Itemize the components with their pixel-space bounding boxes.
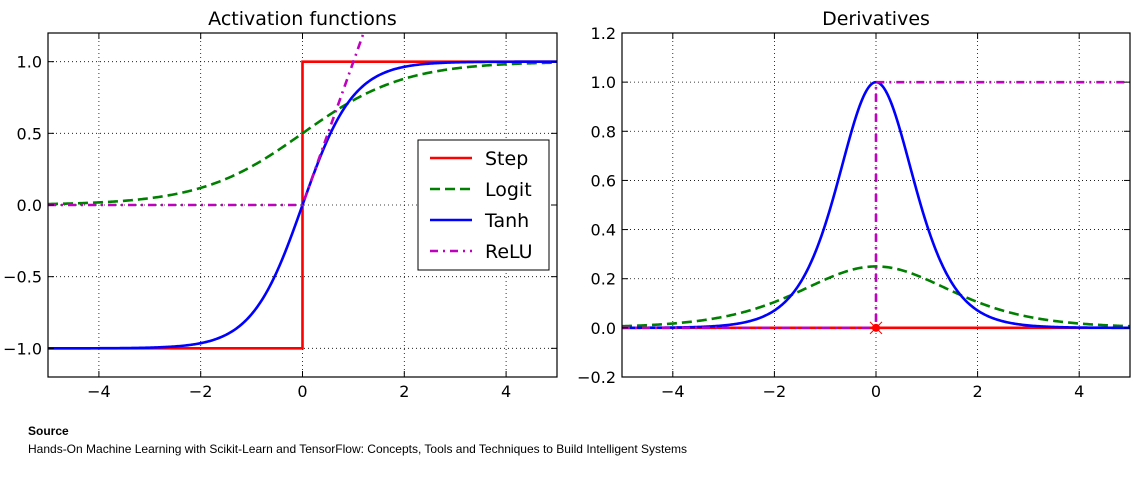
x-tick-label: −2 (189, 382, 213, 401)
y-tick-label: 0.5 (17, 124, 42, 143)
series-line-logit (622, 265, 1130, 328)
panel-1: −4 −2 0 2 4 −1.0 −0.5 0.0 0.5 1.0 Activation funct… (3, 8, 558, 401)
x-tick-label: 4 (1074, 382, 1084, 401)
y-tick-label: 1.0 (17, 53, 42, 72)
origin-marker-cross (869, 321, 883, 335)
y-tick-label: −0.2 (577, 368, 616, 387)
source-note: Source Hands-On Machine Learning with Sc… (28, 422, 1118, 458)
x-tick-label: 2 (399, 382, 409, 401)
chart-title: Derivatives (822, 8, 930, 30)
y-tick-label: 0.0 (17, 196, 42, 215)
legend-label-step: Step (485, 148, 528, 170)
legend: Step Logit Tanh ReLU (417, 139, 550, 271)
y-tick-label: −0.5 (3, 268, 42, 287)
source-title: Source (28, 424, 69, 438)
chart-title: Activation functions (208, 8, 397, 30)
y-tick-label: 0.0 (591, 319, 616, 338)
legend-label-logit: Logit (485, 179, 532, 201)
y-tick-label: −1.0 (3, 339, 42, 358)
source-text: Hands-On Machine Learning with Scikit-Le… (28, 442, 688, 456)
y-tick-label: 0.6 (591, 171, 616, 190)
series-line-relu (48, 33, 365, 207)
y-tick-label: 0.2 (591, 270, 616, 289)
y-tick-label: 1.0 (591, 73, 616, 92)
x-tick-label: −4 (661, 382, 685, 401)
y-tick-label: 1.2 (591, 24, 616, 43)
x-tick-label: −2 (763, 382, 787, 401)
panel-2: −4 −2 0 2 4 −0.2 0.0 0.2 0.4 0.6 0.8 1.0 1.2 Derivati… (577, 8, 1131, 401)
series-line-logit (48, 61, 557, 206)
x-tick-label: 2 (973, 382, 983, 401)
x-tick-label: 0 (871, 382, 881, 401)
legend-label-tanh: Tanh (484, 210, 529, 232)
y-tick-label: 0.4 (591, 221, 616, 240)
x-tick-label: 0 (297, 382, 307, 401)
x-tick-label: 4 (501, 382, 511, 401)
y-tick-label: 0.8 (591, 122, 616, 141)
legend-label-relu: ReLU (485, 241, 533, 263)
figure: −4 −2 0 2 4 −1.0 −0.5 0.0 0.5 1.0 Activation funct… (3, 8, 1131, 401)
legend-box (417, 139, 550, 271)
x-tick-label: −4 (87, 382, 111, 401)
series-line-relu (622, 80, 1130, 330)
